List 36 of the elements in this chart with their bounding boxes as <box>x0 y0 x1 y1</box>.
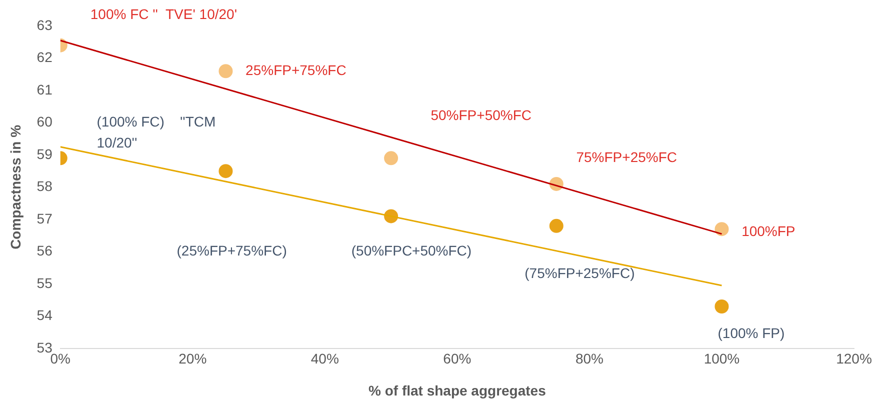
y-tick-label: 54 <box>36 307 53 324</box>
x-tick-label: 100% <box>704 350 740 367</box>
annotation: 75%FP+25%FC <box>576 149 678 166</box>
y-tick-label: 55 <box>36 274 53 291</box>
y-tick-label: 57 <box>36 210 53 226</box>
annotation: (100% FP) <box>718 324 785 341</box>
x-tick-label: 40% <box>310 350 339 367</box>
y-tick-label: 53 <box>36 339 53 356</box>
annotation: (50%FPC+50%FC) <box>351 242 472 259</box>
annotation: (100% FC) ''TCM 10/20'' <box>96 114 216 151</box>
annotation: (25%FP+75%FC) <box>176 242 287 259</box>
y-axis-title: Compactness in % <box>7 124 24 250</box>
point <box>218 164 233 178</box>
point <box>384 151 398 166</box>
point <box>714 222 729 236</box>
text: 100% FC '' TVE' 10/20' <box>90 6 237 22</box>
point <box>714 299 729 314</box>
y-tick-label: 58 <box>36 178 53 194</box>
annotation: 50%FP+50%FC <box>430 107 532 124</box>
y-tick-label: 63 <box>36 16 53 33</box>
x-tick-label: 60% <box>443 350 472 367</box>
annotation: 25%FP+75%FC <box>246 62 346 78</box>
x-tick-label: 0% <box>50 350 70 367</box>
point <box>218 64 233 78</box>
annotation: 100%FP <box>742 223 796 240</box>
y-tick-label: 60 <box>36 114 53 130</box>
y-tick-label: 56 <box>36 242 53 259</box>
y-tick-label: 61 <box>36 81 53 98</box>
y-tick-label: 59 <box>36 146 53 162</box>
x-tick-label: 120% <box>836 350 872 367</box>
x-tick-label: 80% <box>575 350 604 367</box>
annotation: (75%FP+25%FC) <box>524 265 635 282</box>
x-tick-label: 20% <box>178 350 207 367</box>
x-axis-title: % of flat shape aggregates <box>368 382 546 398</box>
point <box>549 218 564 233</box>
y-tick-label: 62 <box>36 49 53 66</box>
